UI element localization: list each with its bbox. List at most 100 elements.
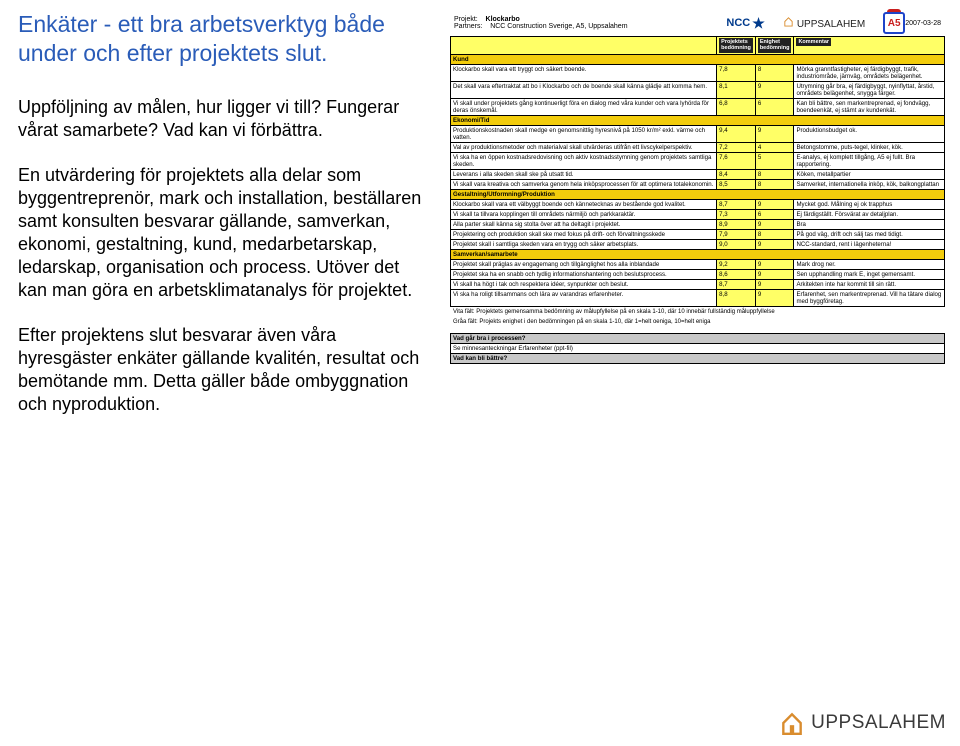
row-comment: Kan bli bättre, sen markentreprenad, ej … [794, 98, 945, 115]
paragraph-1: Uppföljning av målen, hur ligger vi till… [18, 96, 428, 142]
row-text: Leverans i alla skeden skall ske på utsa… [451, 169, 717, 179]
row-comment: Bra [794, 219, 945, 229]
house-icon [779, 710, 805, 736]
row-text: Projektet skall i samtliga skeden vara e… [451, 239, 717, 249]
partners-label: Partners: [454, 23, 482, 30]
section-title: Gestaltning/Utformning/Produktion [451, 189, 945, 199]
row-text: Vi ska ha roligt tillsammans och lära av… [451, 289, 717, 306]
row-comment: Betongstomme, puts-tegel, klinker, kök. [794, 142, 945, 152]
row-v1: 7,3 [717, 209, 756, 219]
row-comment: Erfarenhet, sen markentreprenad. Vill ha… [794, 289, 945, 306]
ncc-logo: NCC ★ [726, 15, 764, 32]
table-row: Vi skall ha högt i tak och respektera id… [451, 279, 945, 289]
table-row: Projektet skall i samtliga skeden vara e… [451, 239, 945, 249]
table-row: Projektering och produktion skall ske me… [451, 229, 945, 239]
row-v2: 8 [755, 64, 794, 81]
row-text: Vi ska ha en öppen kostnadsredovisning o… [451, 152, 717, 169]
uppsalahem-text: UPPSALAHEM [797, 19, 865, 30]
projekt-value: Klockarbo [486, 16, 520, 23]
footer-brand: UPPSALAHEM [779, 710, 946, 736]
row-v1: 8,7 [717, 199, 756, 209]
row-v2: 8 [755, 179, 794, 189]
row-text: Projektering och produktion skall ske me… [451, 229, 717, 239]
row-v2: 8 [755, 169, 794, 179]
row-v1: 8,9 [717, 219, 756, 229]
row-text: Klockarbo skall vara ett välbyggt boende… [451, 199, 717, 209]
table-row: Vi ska ha en öppen kostnadsredovisning o… [451, 152, 945, 169]
col-hdr-3: Kommentar [796, 38, 831, 46]
row-text: Vi skall under projektets gång kontinuer… [451, 98, 717, 115]
row-v1: 8,5 [717, 179, 756, 189]
paragraph-3: Efter projektens slut besvarar även våra… [18, 324, 428, 416]
footer-brand-text: UPPSALAHEM [811, 712, 946, 734]
row-v2: 6 [755, 98, 794, 115]
row-comment: Mycket god. Målning ej ok trapphus [794, 199, 945, 209]
row-v2: 8 [755, 229, 794, 239]
row-comment: NCC-standard, rent i lägenheterna! [794, 239, 945, 249]
row-comment: Ej färdigställt. Försvärat av detaljplan… [794, 209, 945, 219]
row-v1: 8,8 [717, 289, 756, 306]
table-row: Det skall vara eftertraktat att bo i Klo… [451, 81, 945, 98]
row-comment: Mark drog ner. [794, 259, 945, 269]
row-comment: Arkitekten inte har kommit till sin rätt… [794, 279, 945, 289]
row-v2: 6 [755, 209, 794, 219]
paragraph-2: En utvärdering för projektets alla delar… [18, 164, 428, 302]
document-header: Projekt: Klockarbo Partners: NCC Constru… [450, 10, 945, 36]
row-comment: Produktionsbudget ok. [794, 125, 945, 142]
row-v2: 9 [755, 81, 794, 98]
footnote-2: Gråa fält: Projekts enighet i den bedömn… [450, 317, 945, 327]
table-row: Vi skall ta tillvara kopplingen till omr… [451, 209, 945, 219]
row-text: Alla parter skall känna sig stolta över … [451, 219, 717, 229]
doc-logos: NCC ★ UPPSALAHEM A5 [726, 12, 905, 34]
section-title: Samverkan/samarbete [451, 249, 945, 259]
row-v1: 9,0 [717, 239, 756, 249]
doc-date: 2007-03-28 [905, 20, 941, 27]
row-v2: 9 [755, 125, 794, 142]
row-v2: 9 [755, 279, 794, 289]
row-text: Vi skall vara kreativa och samverka geno… [451, 179, 717, 189]
row-v2: 9 [755, 289, 794, 306]
partners-value: NCC Construction Sverige, A5, Uppsalahem [490, 23, 627, 30]
row-v1: 7,8 [717, 64, 756, 81]
row-text: Vi skall ta tillvara kopplingen till omr… [451, 209, 717, 219]
row-text: Val av produktionsmetoder och materialva… [451, 142, 717, 152]
row-v1: 7,9 [717, 229, 756, 239]
grey-q1-ans: Se minnesanteckningar Erfarenheter (ppt-… [451, 343, 945, 353]
footnote-1: Vita fält: Projektets gemensamma bedömni… [450, 307, 945, 317]
star-icon: ★ [752, 15, 765, 32]
doc-meta: Projekt: Klockarbo Partners: NCC Constru… [454, 16, 726, 30]
section-title: Kund [451, 54, 945, 64]
table-row: Projektet ska ha en snabb och tydlig inf… [451, 269, 945, 279]
row-v2: 5 [755, 152, 794, 169]
row-comment: Köken, metallpartier [794, 169, 945, 179]
row-v1: 8,4 [717, 169, 756, 179]
table-row: Klockarbo skall vara ett tryggt och säke… [451, 64, 945, 81]
col-hdr-1: Projektets bedömning [719, 38, 753, 53]
table-row: Alla parter skall känna sig stolta över … [451, 219, 945, 229]
row-comment: E-analys, ej komplett tillgång, A5 ej fu… [794, 152, 945, 169]
table-row: Projektet skall präglas av engagemang oc… [451, 259, 945, 269]
row-v1: 7,2 [717, 142, 756, 152]
grey-q2: Vad kan bli bättre? [451, 353, 945, 363]
row-v1: 9,2 [717, 259, 756, 269]
row-v2: 9 [755, 259, 794, 269]
left-text-column: Enkäter - ett bra arbetsverktyg både und… [18, 10, 428, 438]
table-row: Vi skall under projektets gång kontinuer… [451, 98, 945, 115]
evaluation-table: Projektets bedömningEnighet bedömningKom… [450, 36, 945, 307]
table-row: Val av produktionsmetoder och materialva… [451, 142, 945, 152]
a5-text: A5 [888, 18, 901, 29]
row-v2: 9 [755, 219, 794, 229]
table-row: Vi ska ha roligt tillsammans och lära av… [451, 289, 945, 306]
document-preview: Projekt: Klockarbo Partners: NCC Constru… [450, 10, 945, 364]
row-text: Projektet ska ha en snabb och tydlig inf… [451, 269, 717, 279]
row-text: Vi skall ha högt i tak och respektera id… [451, 279, 717, 289]
row-v1: 7,6 [717, 152, 756, 169]
row-v1: 6,8 [717, 98, 756, 115]
row-v1: 8,6 [717, 269, 756, 279]
row-comment: Mörka granntfastigheter, ej färdigbyggt,… [794, 64, 945, 81]
table-row: Leverans i alla skeden skall ske på utsa… [451, 169, 945, 179]
row-v2: 9 [755, 199, 794, 209]
row-v2: 9 [755, 239, 794, 249]
projekt-label: Projekt: [454, 16, 478, 23]
house-icon [783, 16, 794, 27]
